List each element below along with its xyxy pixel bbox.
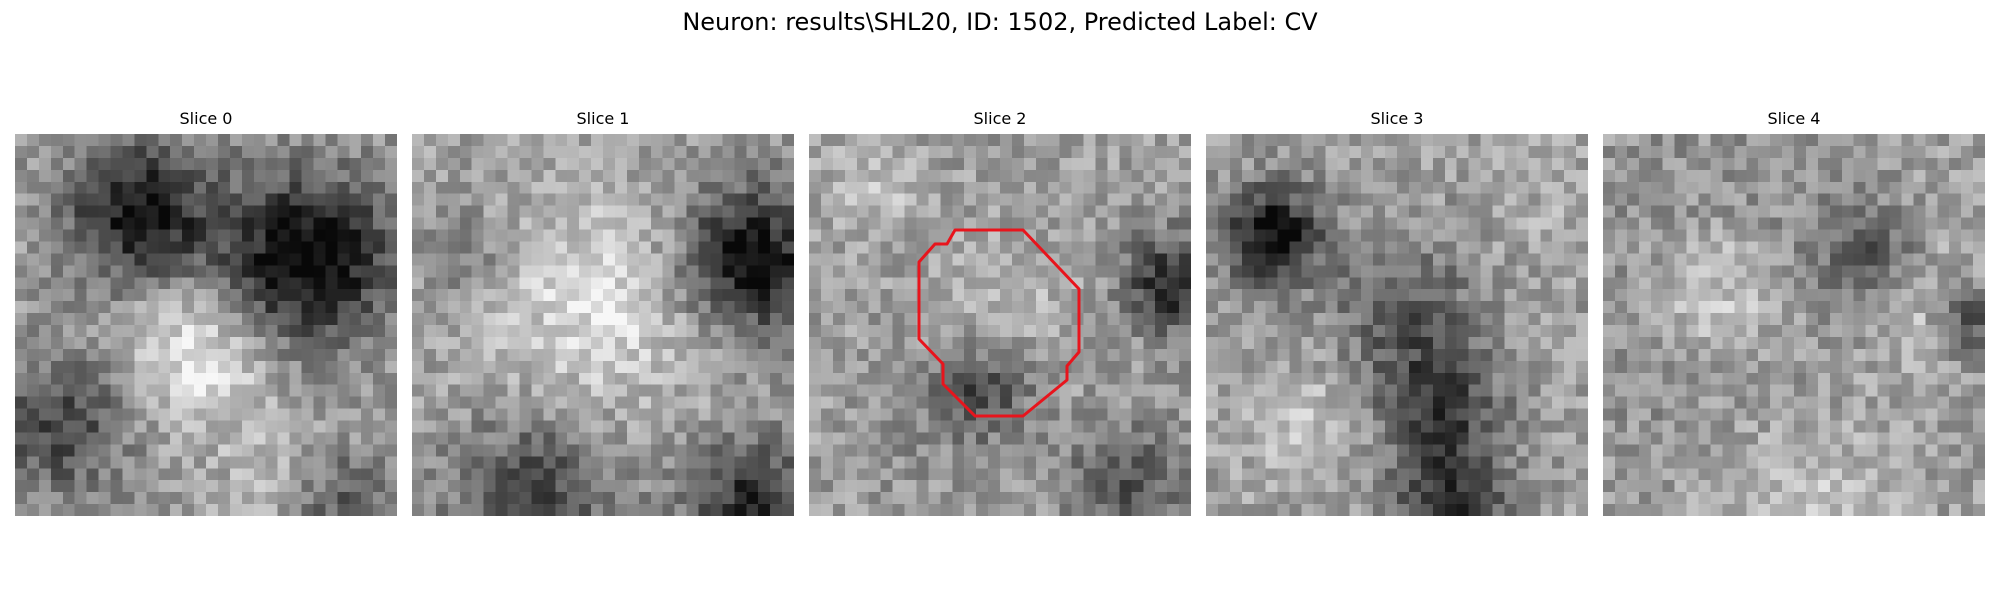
- slice-title-4: Slice 4: [1767, 109, 1821, 128]
- slice-title-2: Slice 2: [973, 109, 1027, 128]
- slice-image-2: [809, 134, 1191, 516]
- neuron-outline: [917, 228, 1081, 418]
- slice-title-0: Slice 0: [179, 109, 233, 128]
- slice-title-3: Slice 3: [1370, 109, 1424, 128]
- slice-image-0: [15, 134, 397, 516]
- slice-title-1: Slice 1: [576, 109, 630, 128]
- slice-image-3: [1206, 134, 1588, 516]
- figure-title: Neuron: results\SHL20, ID: 1502, Predict…: [682, 8, 1318, 36]
- slice-image-1: [412, 134, 794, 516]
- slice-image-4: [1603, 134, 1985, 516]
- neuron-outline-overlay: [917, 228, 1081, 418]
